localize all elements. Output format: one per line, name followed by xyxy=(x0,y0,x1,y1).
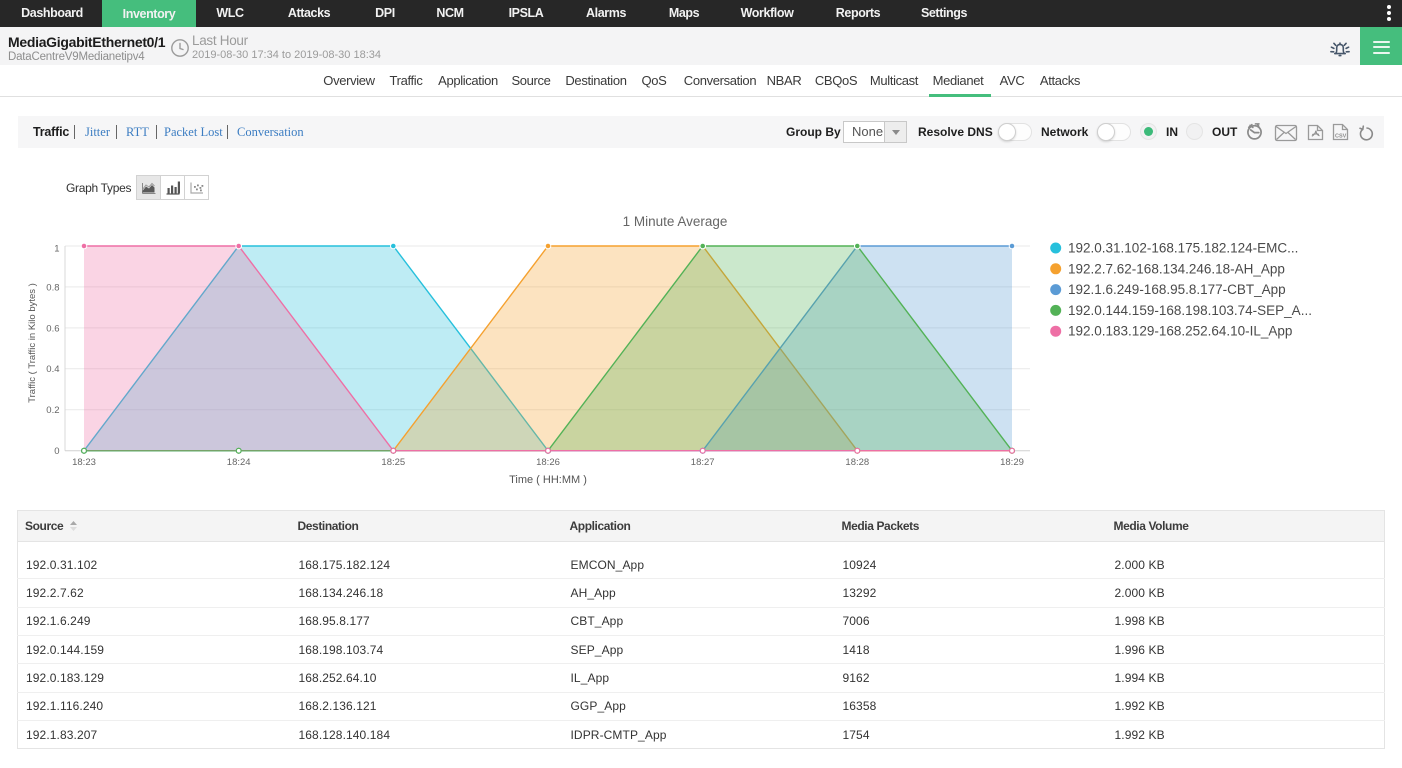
svg-text:18:29: 18:29 xyxy=(1000,457,1024,468)
svg-text:Traffic ( Traffic in Kilo byte: Traffic ( Traffic in Kilo bytes ) xyxy=(27,283,38,403)
svg-text:Time ( HH:MM ): Time ( HH:MM ) xyxy=(509,474,587,486)
svg-text:18:28: 18:28 xyxy=(845,457,869,468)
svg-text:192.0.31.102-168.175.182.124-E: 192.0.31.102-168.175.182.124-EMC... xyxy=(1068,241,1298,256)
svg-text:0.6: 0.6 xyxy=(46,323,59,334)
svg-text:18:27: 18:27 xyxy=(691,457,715,468)
svg-text:192.0.183.129-168.252.64.10-IL: 192.0.183.129-168.252.64.10-IL_App xyxy=(1068,324,1292,339)
svg-text:18:23: 18:23 xyxy=(72,457,96,468)
svg-text:192.2.7.62-168.134.246.18-AH_A: 192.2.7.62-168.134.246.18-AH_App xyxy=(1068,261,1285,276)
svg-text:18:26: 18:26 xyxy=(536,457,560,468)
svg-text:192.0.144.159-168.198.103.74-S: 192.0.144.159-168.198.103.74-SEP_A... xyxy=(1068,303,1312,318)
svg-text:18:24: 18:24 xyxy=(227,457,251,468)
svg-text:0.8: 0.8 xyxy=(46,282,59,293)
svg-text:1: 1 xyxy=(54,244,59,255)
svg-text:0.2: 0.2 xyxy=(46,405,59,416)
svg-text:0: 0 xyxy=(54,446,59,457)
svg-text:CSV: CSV xyxy=(1335,134,1347,140)
svg-text:192.1.6.249-168.95.8.177-CBT_A: 192.1.6.249-168.95.8.177-CBT_App xyxy=(1068,282,1286,297)
svg-text:18:25: 18:25 xyxy=(381,457,405,468)
svg-text:0.4: 0.4 xyxy=(46,364,59,375)
svg-text:1 Minute Average: 1 Minute Average xyxy=(623,214,728,229)
